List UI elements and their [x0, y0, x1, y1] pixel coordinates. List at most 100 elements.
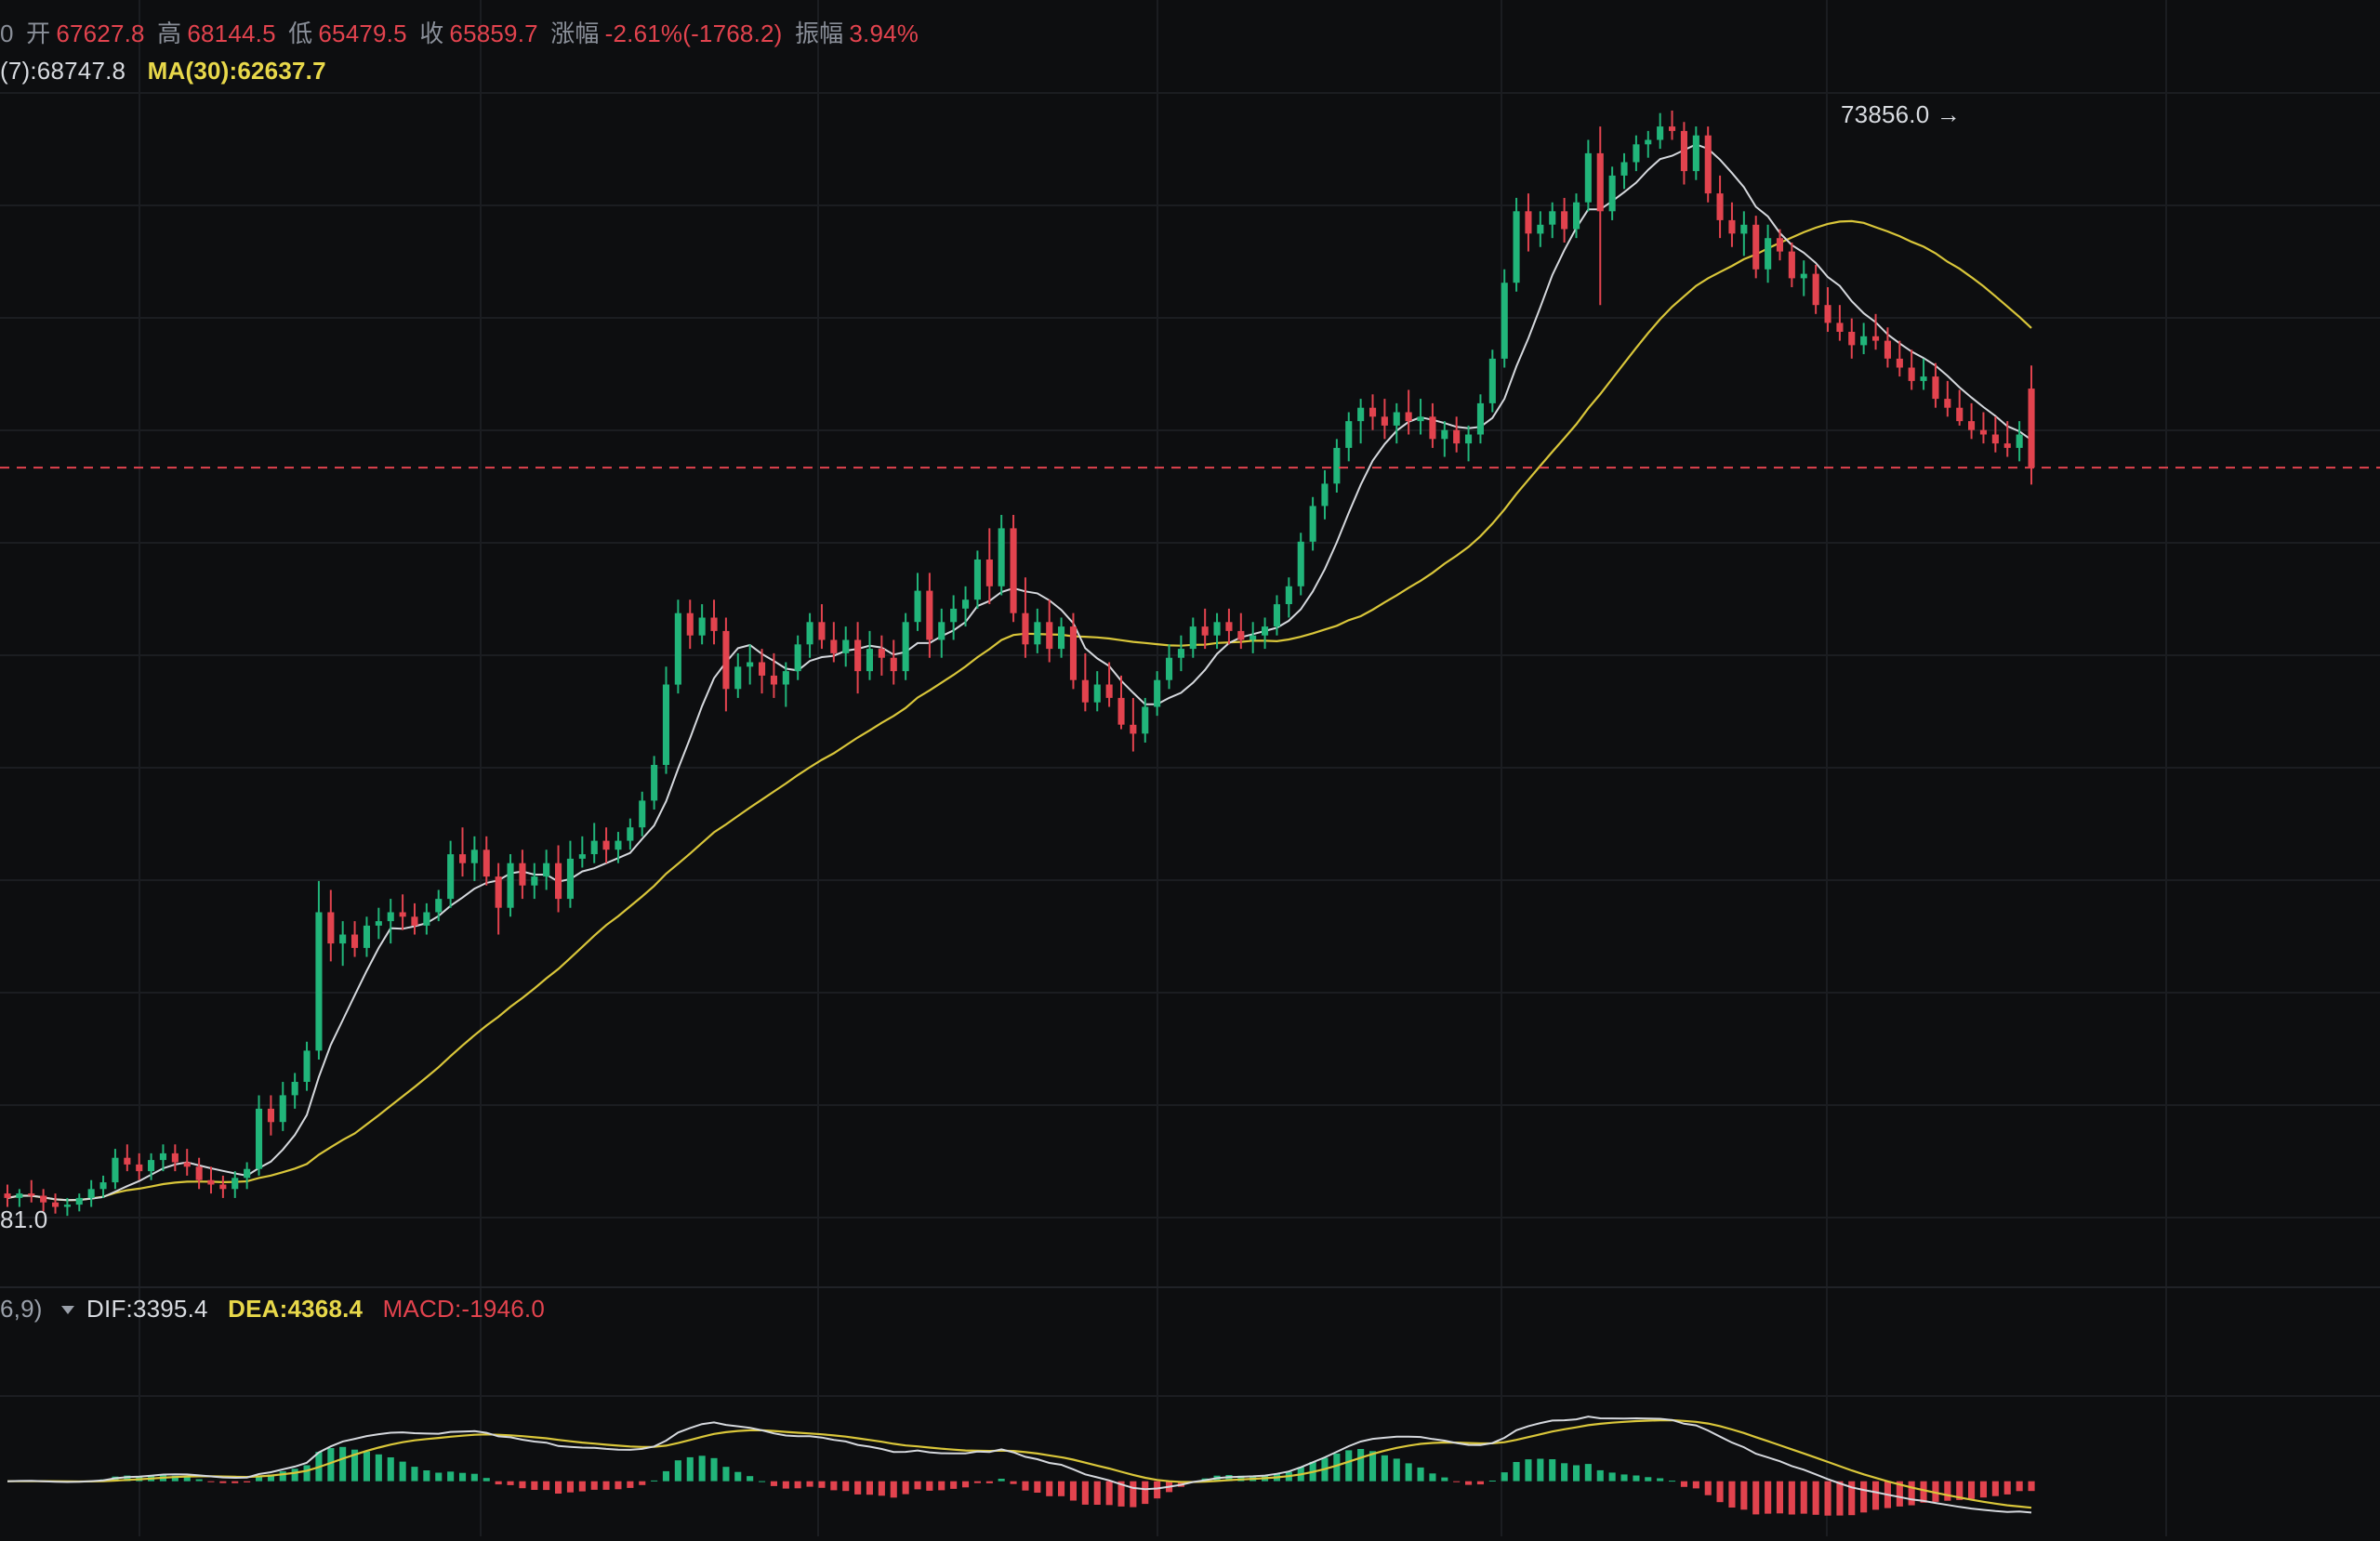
macd-bar	[998, 1479, 1005, 1482]
candle-body	[28, 1193, 35, 1196]
candle-body	[40, 1195, 47, 1203]
candle-body	[543, 863, 550, 877]
candle-body	[1513, 211, 1520, 283]
candle-body	[339, 934, 347, 944]
macd-bar	[782, 1481, 789, 1489]
macd-bar	[1429, 1473, 1436, 1482]
candle-body	[842, 639, 850, 653]
macd-bar	[686, 1456, 694, 1482]
candle-body	[602, 840, 610, 850]
candle-body	[52, 1202, 60, 1207]
macd-bar	[447, 1471, 455, 1482]
candle-body	[1142, 706, 1149, 734]
macd-bar	[1657, 1478, 1664, 1482]
macd-bar	[1704, 1481, 1712, 1495]
macd-bar	[1752, 1481, 1760, 1515]
candle-body	[830, 639, 838, 653]
macd-bar	[1896, 1481, 1903, 1507]
macd-bar	[1680, 1481, 1687, 1487]
macd-bar	[1549, 1459, 1556, 1482]
macd-bar	[1069, 1481, 1077, 1501]
macd-bar	[1776, 1481, 1783, 1514]
macd-bar	[1920, 1481, 1927, 1503]
candle-body	[1429, 416, 1436, 440]
macd-bar	[1608, 1472, 1616, 1482]
candle-body	[1369, 407, 1377, 417]
candle-body	[1333, 447, 1341, 484]
candle-body	[1046, 622, 1053, 650]
macd-bar	[1333, 1453, 1341, 1482]
candle-body	[1908, 367, 1915, 381]
candle-body	[938, 622, 945, 640]
macd-bar	[1381, 1455, 1388, 1482]
candle-body	[686, 612, 694, 636]
candle-body	[1250, 635, 1257, 640]
macd-bar	[256, 1476, 263, 1482]
macd-bar	[507, 1481, 514, 1485]
candle-body	[148, 1160, 155, 1172]
macd-bar	[1824, 1481, 1831, 1516]
macd-bar	[1669, 1481, 1676, 1482]
candle-body	[363, 925, 370, 948]
macd-bar	[1093, 1481, 1101, 1505]
candle-body	[794, 644, 801, 672]
candle-body	[399, 912, 406, 917]
open-value: 67627.8	[56, 20, 145, 47]
macd-bar	[1561, 1463, 1568, 1482]
ohlc-header: 0 开 67627.8 高 68144.5 低 65479.5 收 65859.7 涨幅…	[0, 15, 924, 49]
candle-body	[1488, 358, 1496, 403]
macd-bar	[902, 1481, 909, 1495]
candle-body	[244, 1168, 251, 1179]
macd-bar	[1357, 1449, 1365, 1482]
macd-bar	[1620, 1474, 1628, 1482]
macd-value: MACD:-1946.0	[382, 1295, 545, 1323]
candle-body	[1069, 626, 1077, 680]
candle-body	[1297, 541, 1304, 586]
macd-bar	[566, 1481, 574, 1493]
dea-line	[7, 1418, 2032, 1509]
candle-body	[256, 1108, 263, 1169]
candle-body	[1130, 724, 1137, 734]
candle-body	[1381, 416, 1388, 426]
candle-body	[63, 1205, 71, 1207]
candle-body	[1225, 622, 1233, 631]
candle-body	[351, 934, 359, 948]
macd-bar	[1046, 1481, 1053, 1496]
macd-bar	[1010, 1481, 1017, 1484]
chevron-down-icon[interactable]	[60, 1306, 74, 1314]
macd-bar	[578, 1481, 586, 1492]
candle-body	[1549, 211, 1556, 225]
macd-bar	[794, 1481, 801, 1489]
candle-body	[1345, 421, 1353, 448]
candle-body	[962, 599, 970, 609]
candle-body	[1620, 162, 1628, 176]
dif-value: DIF:3395.4	[86, 1295, 208, 1323]
macd-bar	[543, 1481, 550, 1491]
macd-bar	[1633, 1475, 1640, 1482]
low-label: 低	[288, 20, 313, 47]
macd-bar	[1058, 1481, 1065, 1496]
macd-bar	[470, 1473, 478, 1482]
max-price-label: 73856.0 →	[1841, 100, 1962, 128]
macd-bar	[674, 1460, 681, 1482]
candle-body	[1920, 376, 1927, 381]
candle-body	[566, 858, 574, 900]
candle-body	[2016, 434, 2023, 448]
macd-bar	[351, 1449, 359, 1482]
candle-body	[578, 854, 586, 859]
candle-body	[411, 916, 418, 926]
macd-bar	[1369, 1451, 1377, 1482]
candle-body	[315, 912, 323, 1051]
macd-bar	[1765, 1481, 1772, 1514]
candle-body	[734, 666, 742, 690]
macd-bar	[399, 1461, 406, 1482]
candle-body	[770, 675, 777, 685]
candle-body	[4, 1193, 11, 1198]
macd-bar	[495, 1481, 502, 1485]
candle-body	[291, 1082, 298, 1096]
macd-bar	[1728, 1481, 1736, 1508]
macd-bar	[842, 1481, 850, 1492]
macd-bar	[1800, 1481, 1807, 1514]
